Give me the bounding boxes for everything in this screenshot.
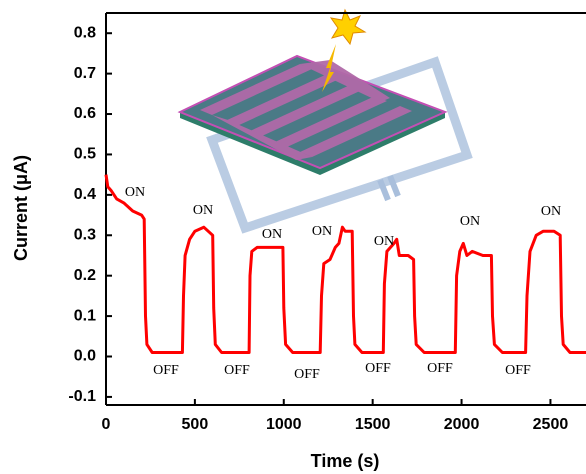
x-tick-label: 1500 bbox=[355, 416, 391, 433]
annotation: OFF bbox=[505, 363, 531, 378]
y-tick-label: 0.0 bbox=[74, 348, 96, 365]
y-tick-label: -0.1 bbox=[68, 388, 96, 405]
annotation: ON bbox=[541, 204, 561, 219]
data-line bbox=[106, 175, 586, 353]
x-tick-label: 2500 bbox=[533, 416, 569, 433]
x-axis-label: Time (s) bbox=[311, 451, 380, 471]
y-tick-label: 0.5 bbox=[74, 146, 96, 163]
annotation: ON bbox=[262, 227, 282, 242]
annotation: ON bbox=[460, 214, 480, 229]
annotation: ON bbox=[125, 185, 145, 200]
x-tick-label: 0 bbox=[102, 416, 111, 433]
annotation: ON bbox=[193, 203, 213, 218]
y-tick-label: 0.2 bbox=[74, 267, 96, 284]
annotation: OFF bbox=[224, 363, 250, 378]
y-tick-label: 0.4 bbox=[74, 186, 96, 203]
annotation: ON bbox=[312, 224, 332, 239]
annotation: OFF bbox=[294, 367, 320, 382]
device-illustration bbox=[180, 10, 467, 228]
annotation: OFF bbox=[427, 361, 453, 376]
x-tick-label: 2000 bbox=[444, 416, 480, 433]
y-tick-label: 0.7 bbox=[74, 65, 96, 82]
y-tick-label: 0.1 bbox=[74, 307, 96, 324]
y-axis-label: Current (μA) bbox=[11, 155, 31, 261]
annotation: OFF bbox=[365, 361, 391, 376]
annotation: OFF bbox=[153, 363, 179, 378]
y-tick-label: 0.8 bbox=[74, 24, 96, 41]
annotation: ON bbox=[374, 234, 394, 249]
y-tick-label: 0.3 bbox=[74, 226, 96, 243]
y-tick-label: 0.6 bbox=[74, 105, 96, 122]
x-tick-label: 500 bbox=[182, 416, 209, 433]
x-tick-label: 1000 bbox=[266, 416, 302, 433]
chart: Time (s) Current (μA) -0.1 0.0 0.1 0.2 0.3 0.… bbox=[0, 0, 586, 474]
